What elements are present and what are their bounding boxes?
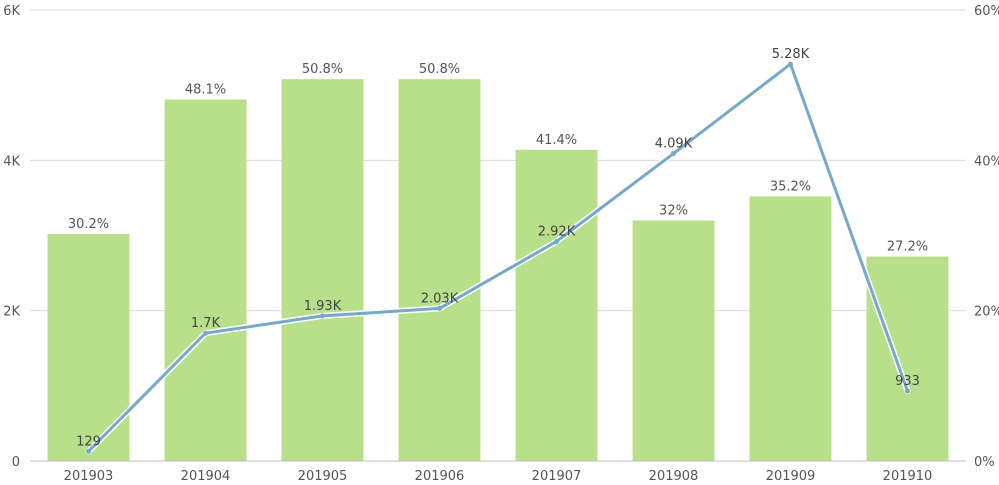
bar-data-label: 27.2% bbox=[887, 240, 928, 255]
bar-data-label: 30.2% bbox=[68, 217, 109, 232]
bar-data-label: 50.8% bbox=[302, 62, 343, 77]
bar bbox=[47, 233, 130, 461]
line-data-label: 4.09K bbox=[655, 137, 693, 152]
line-data-label: 933 bbox=[895, 374, 920, 389]
line-data-labels: 129 1.7K 1.93K 2.03K 2.92K 4.09K 5.28K 933 bbox=[76, 47, 920, 449]
line-point bbox=[671, 151, 676, 157]
right-y-tick-label: 0% bbox=[974, 455, 995, 470]
line-data-label: 129 bbox=[76, 434, 101, 449]
right-y-tick-label: 20% bbox=[974, 305, 999, 320]
bar bbox=[749, 196, 832, 461]
right-y-tick-label: 40% bbox=[974, 154, 999, 169]
x-tick-label: 201907 bbox=[532, 469, 582, 484]
line-data-label: 1.7K bbox=[191, 316, 221, 331]
line-point bbox=[788, 61, 793, 67]
line-point bbox=[320, 313, 325, 319]
bar-data-label: 48.1% bbox=[185, 82, 226, 97]
bar-data-label: 32% bbox=[659, 203, 688, 218]
bar bbox=[632, 220, 715, 461]
right-y-axis: 0% 20% 40% 60% bbox=[974, 4, 999, 470]
line-series bbox=[85, 61, 911, 455]
x-tick-label: 201903 bbox=[64, 469, 114, 484]
bar-data-labels: 30.2% 48.1% 50.8% 50.8% 41.4% 32% 35.2% 27.2% bbox=[68, 62, 928, 254]
bar-series bbox=[47, 79, 949, 462]
line-data-label: 1.93K bbox=[304, 299, 342, 314]
left-y-tick-label: 6K bbox=[3, 4, 20, 19]
bar bbox=[515, 149, 598, 461]
x-tick-label: 201908 bbox=[649, 469, 699, 484]
line-path bbox=[87, 62, 909, 453]
x-tick-label: 201906 bbox=[415, 469, 465, 484]
left-y-tick-label: 0 bbox=[12, 455, 20, 470]
line-data-label: 5.28K bbox=[772, 47, 810, 62]
bar-data-label: 35.2% bbox=[770, 179, 811, 194]
bar bbox=[164, 99, 247, 461]
left-y-tick-label: 2K bbox=[3, 305, 20, 320]
line-data-label: 2.03K bbox=[421, 291, 459, 306]
line-point bbox=[437, 305, 442, 311]
x-tick-label: 201909 bbox=[766, 469, 816, 484]
left-y-axis: 0 2K 4K 6K bbox=[3, 4, 20, 470]
bar-data-label: 41.4% bbox=[536, 133, 577, 148]
line-point bbox=[905, 388, 910, 394]
x-axis: 201903 201904 201905 201906 201907 201908 2019… bbox=[30, 460, 966, 484]
bar bbox=[866, 256, 949, 461]
bar bbox=[281, 79, 364, 462]
line-point bbox=[203, 330, 208, 336]
right-y-tick-label: 60% bbox=[974, 4, 999, 19]
line-data-label: 2.92K bbox=[538, 225, 576, 240]
bar-data-label: 50.8% bbox=[419, 62, 460, 77]
line-point bbox=[554, 239, 559, 245]
bar bbox=[398, 79, 481, 462]
left-y-tick-label: 4K bbox=[3, 154, 20, 169]
line-point bbox=[86, 448, 91, 454]
x-tick-label: 201910 bbox=[883, 469, 933, 484]
x-tick-label: 201904 bbox=[181, 469, 231, 484]
x-tick-label: 201905 bbox=[298, 469, 348, 484]
